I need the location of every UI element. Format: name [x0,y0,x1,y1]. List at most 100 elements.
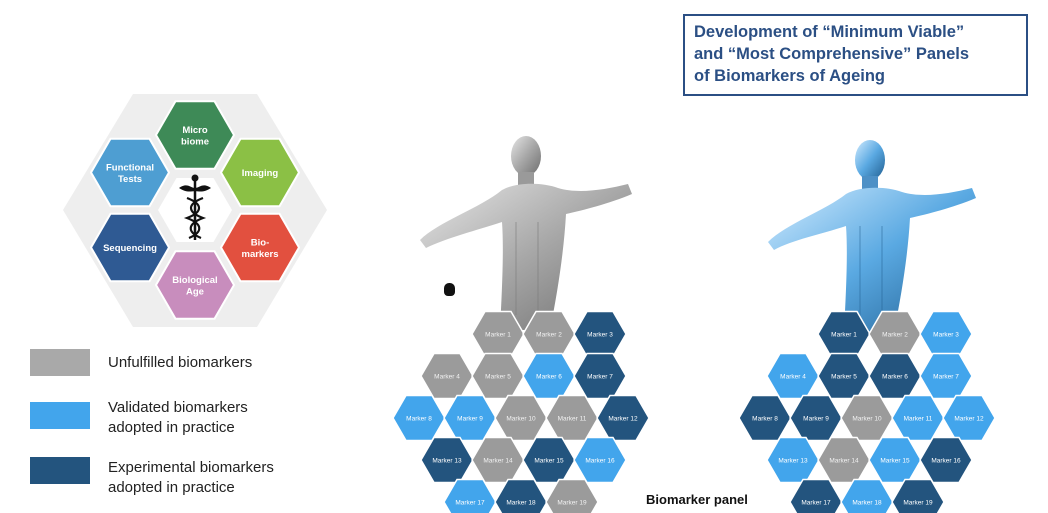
marker-hex-1: Marker 1 [471,310,525,358]
marker-label: Marker 3 [933,332,959,339]
marker-label: Marker 16 [931,458,961,465]
marker-label: Marker 17 [801,500,831,507]
marker-label: Marker 19 [557,500,587,507]
mouse-cursor-icon [444,283,455,296]
marker-hex-9: Marker 9 [443,394,497,442]
category-hex-sequencing: Sequencing [89,212,171,283]
title-box: Development of “Minimum Viable” and “Mos… [683,14,1028,96]
category-label: Biological Age [172,275,217,298]
marker-label: Marker 15 [534,458,564,465]
marker-label: Marker 9 [803,416,829,423]
marker-label: Marker 15 [880,458,910,465]
marker-label: Marker 11 [904,416,933,423]
marker-label: Marker 6 [536,374,562,381]
title-line-3: of Biomarkers of Ageing [694,67,885,85]
category-label: Bio-markers [242,237,279,259]
marker-hex-17: Marker 17 [789,478,843,513]
marker-label: Marker 17 [455,500,485,507]
legend-label-validated: Validated biomarkers adopted in practice [108,399,248,436]
marker-hex-16: Marker 16 [573,436,627,484]
marker-hex-12: Marker 12 [942,394,996,442]
human-figure-gray [420,136,632,330]
legend-label-experimental: Experimental biomarkers adopted in pract… [108,459,274,496]
marker-hex-13: Marker 13 [420,436,474,484]
marker-hex-17: Marker 17 [443,478,497,513]
marker-hex-1: Marker 1 [817,310,871,358]
marker-hex-15: Marker 15 [868,436,922,484]
biomarker-category-diagram: Micro biome Imaging Bio-markers Biological Ag… [63,94,327,327]
marker-hex-5: Marker 5 [471,352,525,400]
marker-hex-12: Marker 12 [596,394,650,442]
category-label: Micro biome [181,125,209,148]
marker-label: Marker 4 [780,374,806,381]
marker-label: Marker 8 [406,416,432,423]
category-hex-micro-biome: Micro biome [154,100,236,170]
marker-hex-11: Marker 11 [891,394,945,442]
title-line-1: Development of “Minimum Viable” [694,23,965,41]
marker-hex-5: Marker 5 [817,352,871,400]
biomarker-panel-minimum: Marker 1 Marker 2 Marker 3 Marker 4 Marker 5… [394,310,650,513]
marker-label: Marker 14 [829,458,859,465]
marker-hex-18: Marker 18 [840,478,894,513]
marker-label: Marker 1 [831,332,857,339]
marker-hex-4: Marker 4 [420,352,474,400]
marker-label: Marker 16 [585,458,615,465]
marker-hex-6: Marker 6 [868,352,922,400]
marker-hex-19: Marker 19 [545,478,599,513]
marker-label: Marker 18 [852,500,882,507]
marker-hex-16: Marker 16 [919,436,973,484]
marker-hex-8: Marker 8 [740,394,792,442]
marker-label: Marker 12 [608,416,638,423]
category-label: Imaging [242,168,279,179]
category-hex-imaging: Imaging [219,137,301,208]
title-line-2: and “Most Comprehensive” Panels [694,45,970,63]
marker-label: Marker 13 [432,458,462,465]
marker-hex-7: Marker 7 [573,352,627,400]
marker-hex-3: Marker 3 [573,310,627,358]
marker-label: Marker 2 [536,332,562,339]
marker-hex-15: Marker 15 [522,436,576,484]
marker-label: Marker 19 [903,500,933,507]
legend-swatch-dark-blue [30,457,90,484]
marker-hex-11: Marker 11 [545,394,599,442]
marker-label: Marker 3 [587,332,613,339]
category-hex-biological-age: Biological Age [154,250,236,320]
marker-hex-18: Marker 18 [494,478,548,513]
biomarker-panel-comprehensive: Marker 1 Marker 2 Marker 3 Marker 4 Marker 5… [740,310,996,513]
category-label: Sequencing [103,243,157,254]
marker-hex-2: Marker 2 [522,310,576,358]
category-hex-functional-tests: Functional Tests [89,137,171,208]
legend-swatch-light-blue [30,402,90,429]
marker-hex-9: Marker 9 [789,394,843,442]
marker-label: Marker 10 [506,416,536,423]
marker-hex-2: Marker 2 [868,310,922,358]
marker-hex-14: Marker 14 [471,436,525,484]
marker-label: Marker 7 [933,374,959,381]
marker-hex-14: Marker 14 [817,436,871,484]
marker-label: Marker 10 [852,416,882,423]
marker-hex-4: Marker 4 [766,352,820,400]
marker-label: Marker 6 [882,374,908,381]
marker-hex-8: Marker 8 [394,394,446,442]
marker-hex-6: Marker 6 [522,352,576,400]
marker-label: Marker 1 [485,332,511,339]
category-hex-bio-markers: Bio-markers [219,212,301,283]
marker-label: Marker 12 [954,416,984,423]
marker-hex-10: Marker 10 [840,394,894,442]
marker-label: Marker 5 [485,374,511,381]
legend-swatch-gray [30,349,90,376]
marker-hex-19: Marker 19 [891,478,945,513]
human-figure-blue [768,140,976,332]
marker-label: Marker 13 [778,458,808,465]
marker-label: Marker 9 [457,416,483,423]
category-label: Functional Tests [106,162,154,185]
marker-hex-10: Marker 10 [494,394,548,442]
marker-hex-13: Marker 13 [766,436,820,484]
biomarker-panel-label: Biomarker panel [646,492,748,507]
marker-label: Marker 18 [506,500,536,507]
marker-label: Marker 14 [483,458,513,465]
marker-label: Marker 2 [882,332,908,339]
marker-label: Marker 11 [558,416,587,423]
marker-hex-7: Marker 7 [919,352,973,400]
marker-hex-3: Marker 3 [919,310,973,358]
